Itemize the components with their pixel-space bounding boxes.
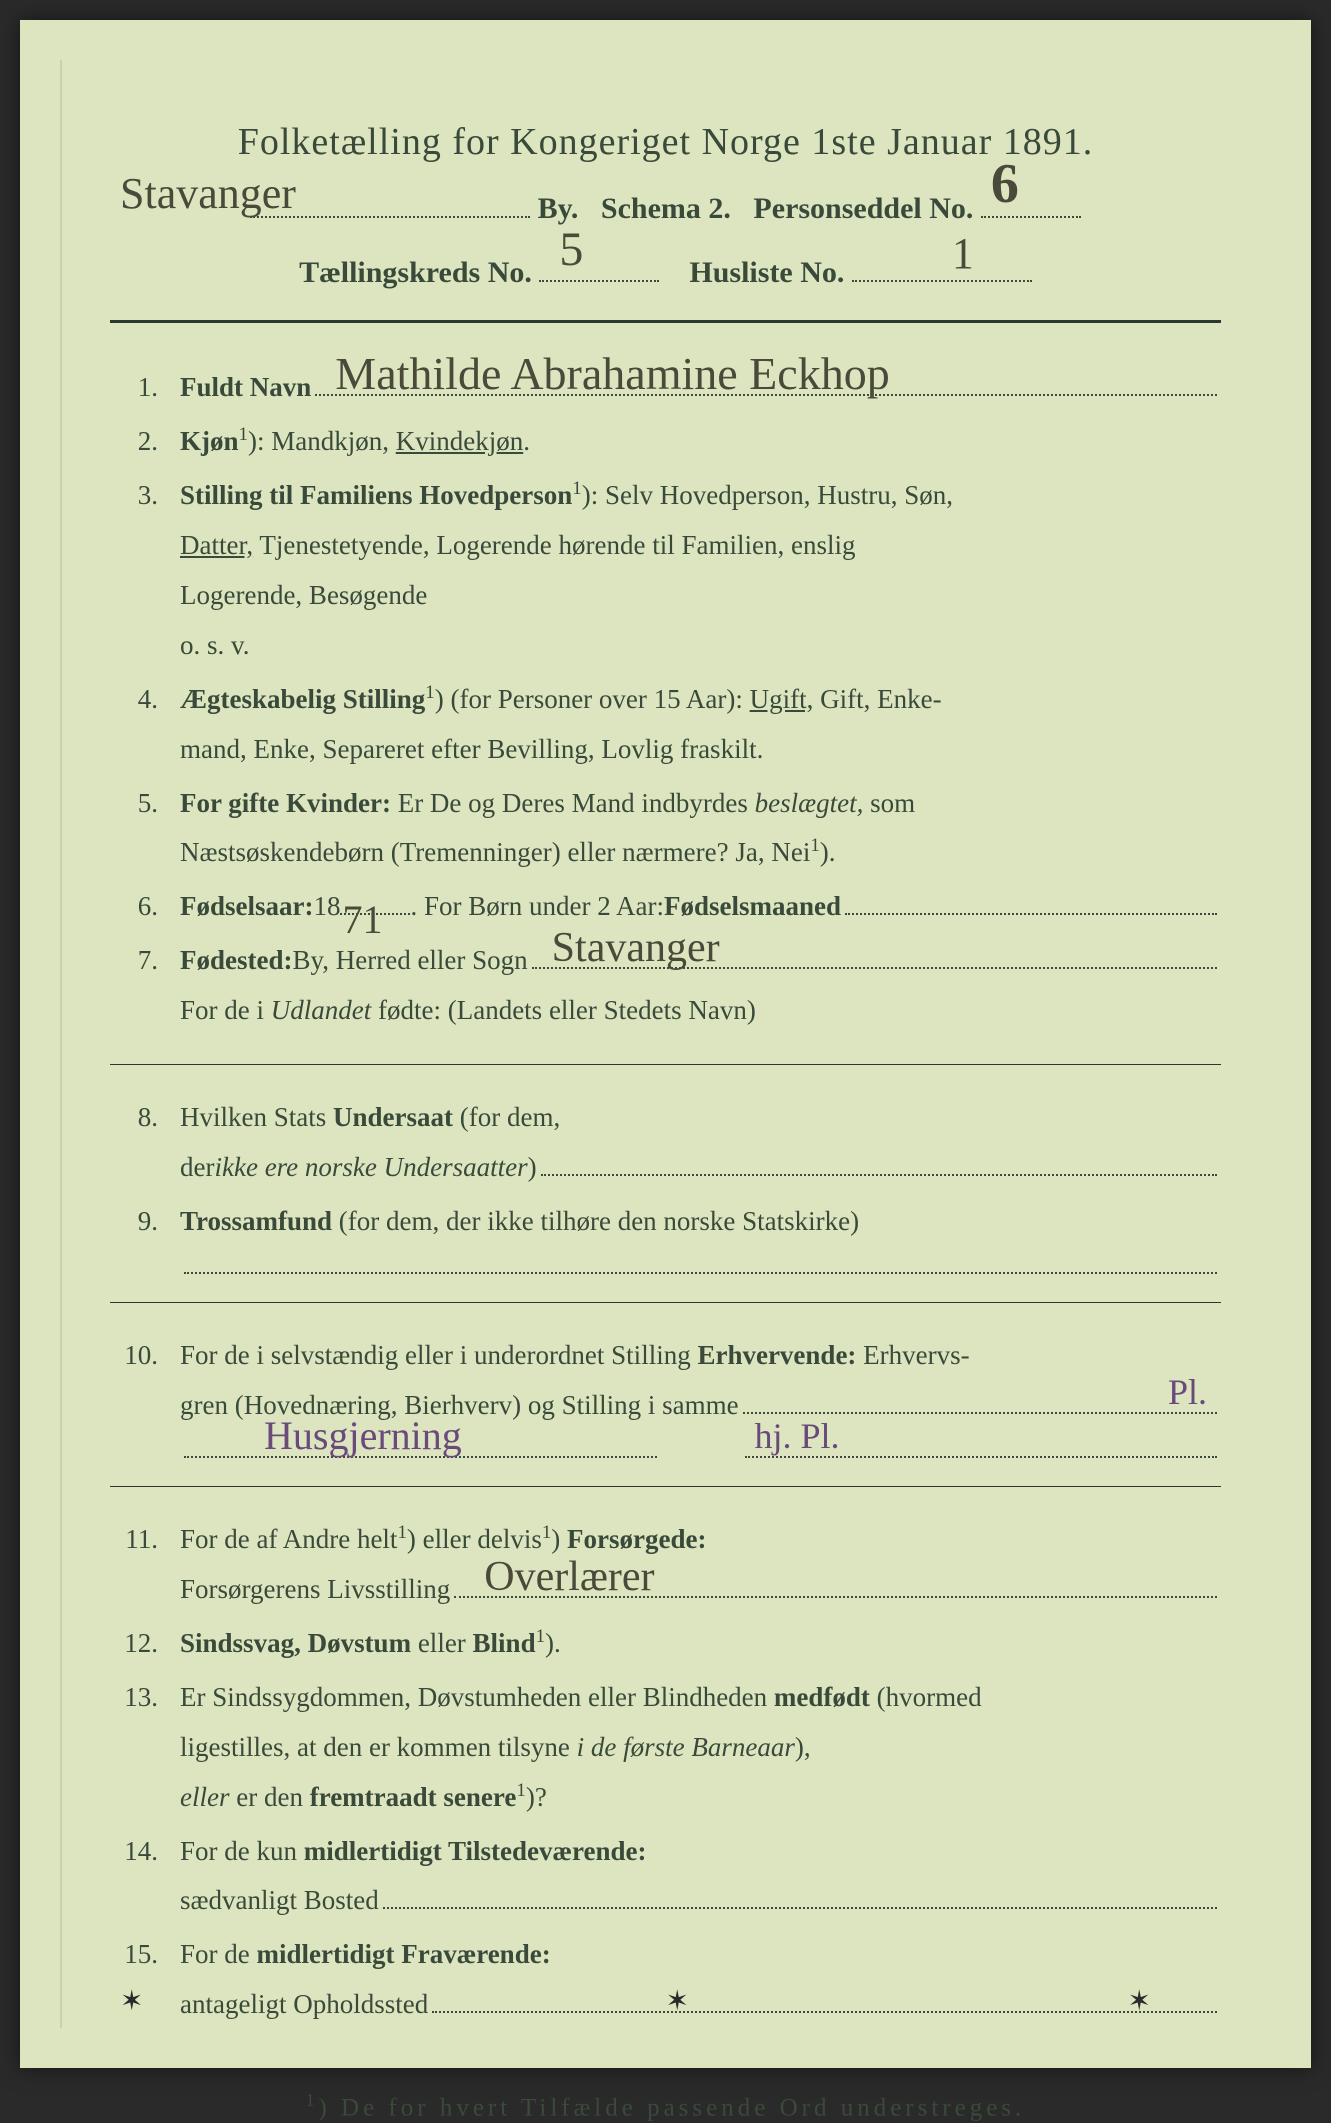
item-3: 3. Stilling til Familiens Hovedperson1):… bbox=[110, 471, 1221, 671]
schema-label: Schema 2. bbox=[601, 192, 731, 225]
item-5: 5. For gifte Kvinder: Er De og Deres Man… bbox=[110, 779, 1221, 879]
birthplace-value: Stavanger bbox=[552, 910, 720, 988]
provider-value: Overlærer bbox=[484, 1539, 654, 1617]
item-4: 4. Ægteskabelig Stilling1) (for Personer… bbox=[110, 675, 1221, 775]
item-2: 2. Kjøn1): Mandkjøn, Kvindekjøn. bbox=[110, 417, 1221, 467]
pin-mark-center: ✶ bbox=[666, 1984, 689, 2018]
footnote: 1) De for hvert Tilfælde passende Ord un… bbox=[110, 2090, 1221, 2122]
divider-2 bbox=[110, 1302, 1221, 1303]
kreds-label: Tællingskreds No. bbox=[299, 256, 532, 289]
item-9: 9. Trossamfund (for dem, der ikke tilhør… bbox=[110, 1197, 1221, 1274]
relation-selected: Datter, bbox=[180, 530, 253, 560]
item-8: 8. Hvilken Stats Undersaat (for dem, der… bbox=[110, 1093, 1221, 1193]
census-form-page: Folketælling for Kongeriget Norge 1ste J… bbox=[20, 20, 1311, 2068]
divider-3 bbox=[110, 1486, 1221, 1487]
pin-mark-left: ✶ bbox=[120, 1984, 143, 2018]
occupation-note2: hj. Pl. bbox=[755, 1403, 840, 1470]
person-label: Personseddel No. bbox=[753, 192, 973, 225]
name-value: Mathilde Abrahamine Eckhop bbox=[335, 331, 889, 416]
occupation-note: Pl. bbox=[1168, 1359, 1207, 1426]
divider-1 bbox=[110, 1064, 1221, 1065]
occupation-value: Husgjerning bbox=[264, 1399, 462, 1473]
item-11: 11. For de af Andre helt1) eller delvis1… bbox=[110, 1515, 1221, 1615]
item-10: 10. For de i selvstændig eller i underor… bbox=[110, 1331, 1221, 1458]
husliste-label: Husliste No. bbox=[689, 256, 844, 289]
item-12: 12. Sindssvag, Døvstum eller Blind1). bbox=[110, 1619, 1221, 1669]
item-13: 13. Er Sindssygdommen, Døvstumheden elle… bbox=[110, 1673, 1221, 1823]
header-row-2: Tællingskreds No. 5 Husliste No. 1 bbox=[110, 246, 1221, 290]
city-label: By. bbox=[538, 192, 579, 225]
label-name: Fuldt Navn bbox=[180, 363, 311, 413]
item-7: 7. Fødested: By, Herred eller Sogn Stava… bbox=[110, 936, 1221, 1036]
pin-mark-right: ✶ bbox=[1128, 1984, 1151, 2018]
item-14: 14. For de kun midlertidigt Tilstedevære… bbox=[110, 1827, 1221, 1927]
sex-selected: Kvindekjøn bbox=[396, 426, 524, 456]
kreds-value: 5 bbox=[559, 222, 583, 277]
husliste-value: 1 bbox=[952, 228, 974, 279]
city-value: Stavanger bbox=[120, 168, 296, 219]
divider-top bbox=[110, 320, 1221, 323]
marital-selected: Ugift, bbox=[750, 684, 814, 714]
person-no-value: 6 bbox=[991, 152, 1019, 216]
form-title: Folketælling for Kongeriget Norge 1ste J… bbox=[110, 120, 1221, 164]
item-1: 1. Fuldt Navn Mathilde Abrahamine Eckhop bbox=[110, 363, 1221, 413]
